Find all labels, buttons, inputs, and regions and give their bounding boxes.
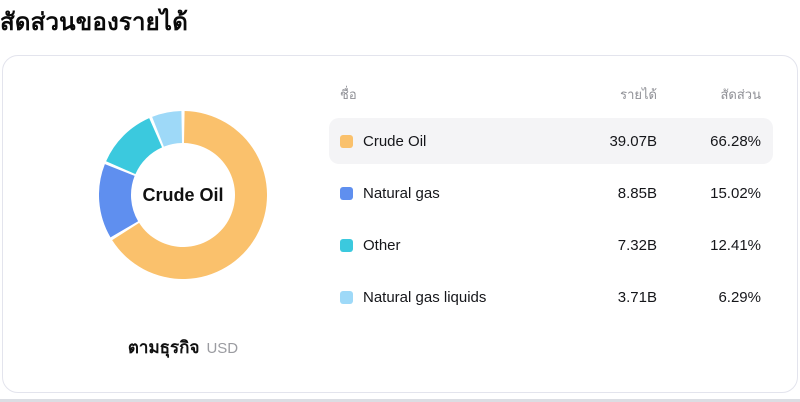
donut-caption: ตามธุรกิจ USD — [59, 334, 307, 361]
currency-unit-label: USD — [206, 340, 239, 357]
table-row[interactable]: Other 7.32B 12.41% — [329, 222, 773, 268]
donut-slice[interactable] — [106, 118, 163, 175]
donut-chart-svg — [99, 111, 267, 279]
header-revenue: รายได้ — [620, 86, 657, 102]
page-title: สัดส่วนของรายได้ — [0, 9, 188, 36]
row-revenue: 39.07B — [609, 132, 657, 150]
row-revenue: 3.71B — [617, 288, 657, 306]
legend-swatch — [340, 238, 353, 252]
header-share: สัดส่วน — [720, 86, 762, 102]
row-name: Crude Oil — [363, 132, 427, 150]
legend-swatch — [340, 186, 353, 200]
legend-swatch — [340, 134, 353, 148]
table-row[interactable]: Natural gas 8.85B 15.02% — [329, 170, 773, 216]
header-name: ชื่อ — [340, 86, 357, 102]
row-revenue: 8.85B — [617, 184, 657, 202]
grouping-label: ตามธุรกิจ — [127, 338, 200, 357]
row-name: Natural gas liquids — [363, 288, 487, 306]
legend-swatch — [340, 290, 353, 304]
donut-chart[interactable]: Crude Oil — [99, 111, 267, 279]
donut-slice[interactable] — [112, 111, 267, 279]
row-share: 6.29% — [718, 288, 761, 306]
bottom-divider — [0, 399, 800, 402]
table-row[interactable]: Natural gas liquids 3.71B 6.29% — [329, 274, 773, 320]
row-revenue: 7.32B — [617, 236, 657, 254]
row-share: 12.41% — [710, 236, 761, 254]
donut-slice[interactable] — [152, 111, 183, 147]
row-share: 66.28% — [710, 132, 761, 150]
legend-table: ชื่อ รายได้ สัดส่วน Crude Oil 39.07B 66.… — [329, 82, 773, 326]
revenue-breakdown-card: Crude Oil ตามธุรกิจ USD ชื่อ รายได้ สัดส… — [2, 55, 798, 393]
legend-table-header: ชื่อ รายได้ สัดส่วน — [329, 82, 773, 106]
donut-slice[interactable] — [99, 164, 139, 238]
row-name: Natural gas — [363, 184, 440, 202]
table-row[interactable]: Crude Oil 39.07B 66.28% — [329, 118, 773, 164]
row-share: 15.02% — [710, 184, 761, 202]
row-name: Other — [363, 236, 401, 254]
